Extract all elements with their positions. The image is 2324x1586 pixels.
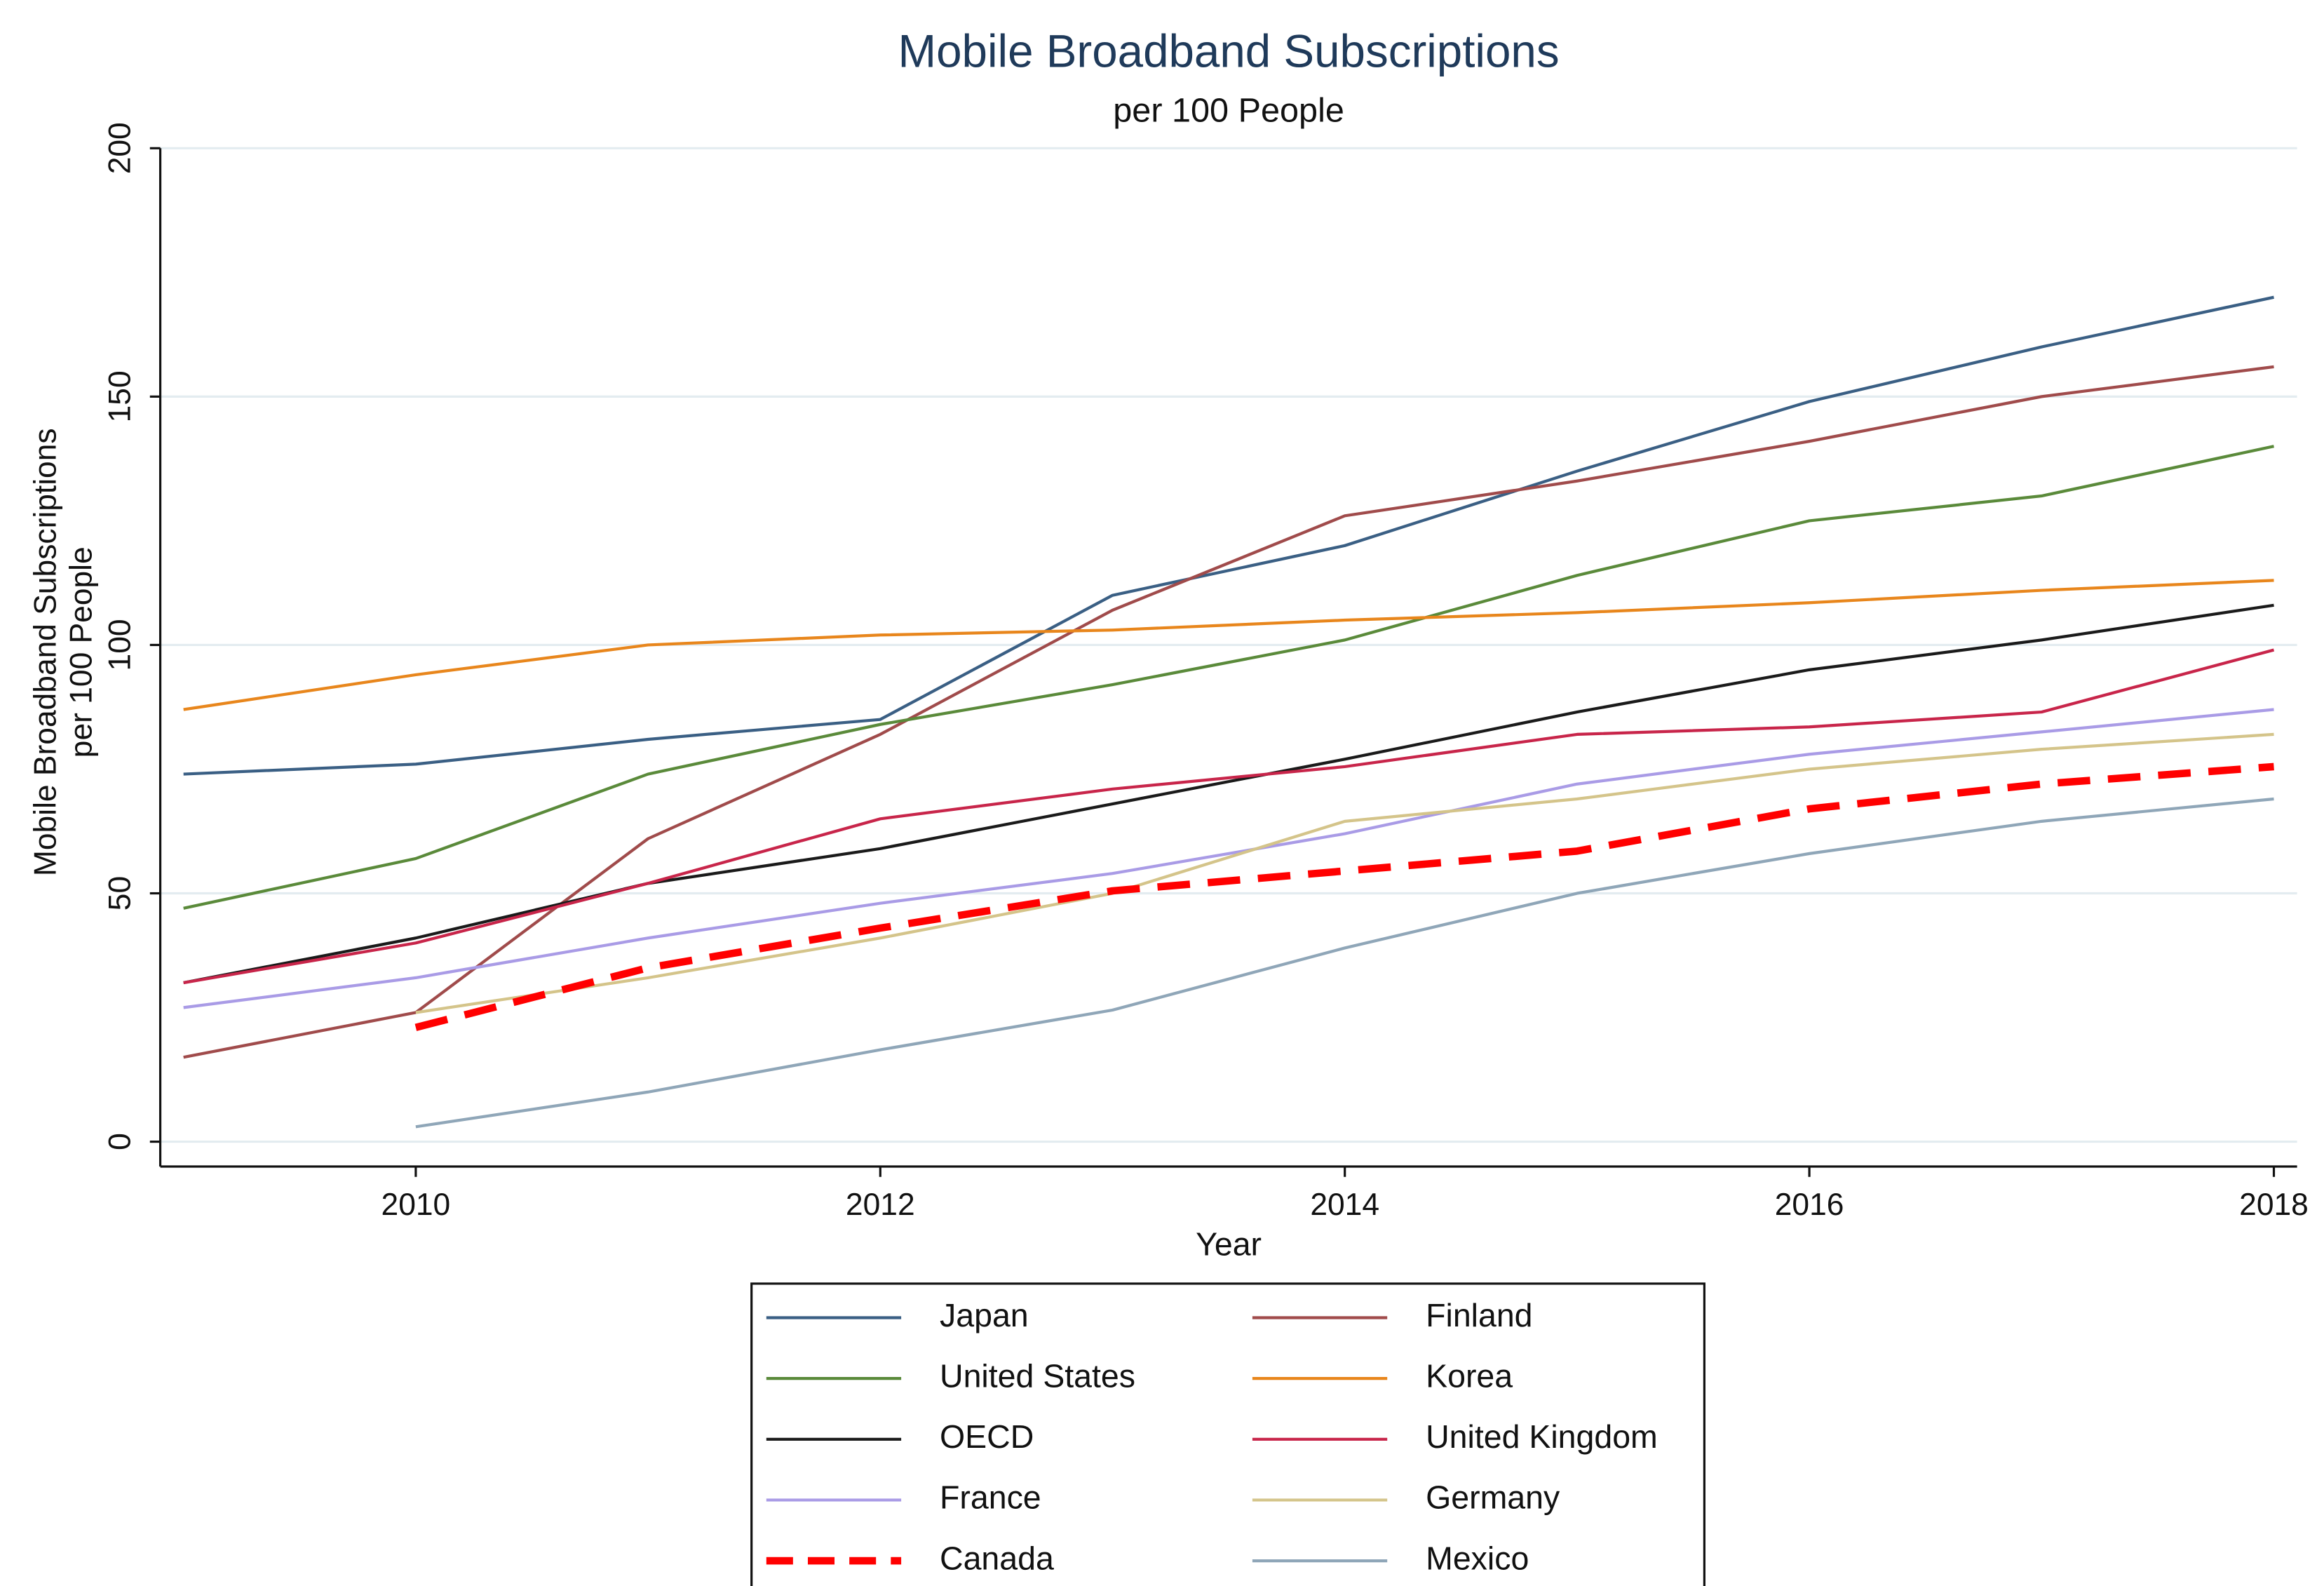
legend-label: Mexico xyxy=(1426,1540,1529,1576)
legend-label: Japan xyxy=(940,1297,1029,1333)
series-line xyxy=(183,579,2274,711)
y-axis-label: Mobile Broadband Subscriptions xyxy=(29,428,63,876)
y-tick-label: 0 xyxy=(102,1133,137,1150)
y-tick-label: 200 xyxy=(102,122,137,174)
chart-title: Mobile Broadband Subscriptions xyxy=(898,25,1560,76)
series-line xyxy=(415,797,2274,1129)
legend-label: France xyxy=(940,1479,1041,1516)
series-line xyxy=(183,365,2274,1059)
legend-label: Canada xyxy=(940,1540,1054,1576)
x-tick-label: 2016 xyxy=(1775,1188,1844,1222)
x-tick-label: 2010 xyxy=(381,1188,451,1222)
x-axis-label: Year xyxy=(1196,1225,1262,1262)
legend-label: Finland xyxy=(1426,1297,1532,1333)
chart-subtitle: per 100 People xyxy=(1113,91,1344,129)
x-tick-label: 2018 xyxy=(2239,1188,2309,1222)
y-tick-label: 100 xyxy=(102,619,137,671)
legend-label: Korea xyxy=(1426,1357,1513,1394)
y-tick-label: 50 xyxy=(102,876,137,910)
legend-label: United Kingdom xyxy=(1426,1418,1658,1455)
legend-label: Germany xyxy=(1426,1479,1560,1516)
series-line xyxy=(183,708,2274,1009)
legend-label: OECD xyxy=(940,1418,1034,1455)
x-tick-label: 2012 xyxy=(846,1188,915,1222)
series-line xyxy=(183,603,2274,985)
series-line xyxy=(183,295,2274,776)
series-line xyxy=(183,648,2275,985)
series-line xyxy=(415,732,2274,1014)
legend-box xyxy=(750,1282,1705,1586)
series-line xyxy=(183,445,2274,910)
y-tick-label: 150 xyxy=(102,370,137,422)
x-tick-label: 2014 xyxy=(1310,1188,1379,1222)
y-axis-label: per 100 People xyxy=(64,546,98,758)
legend-label: United States xyxy=(940,1357,1135,1394)
series-line xyxy=(414,762,2274,1031)
